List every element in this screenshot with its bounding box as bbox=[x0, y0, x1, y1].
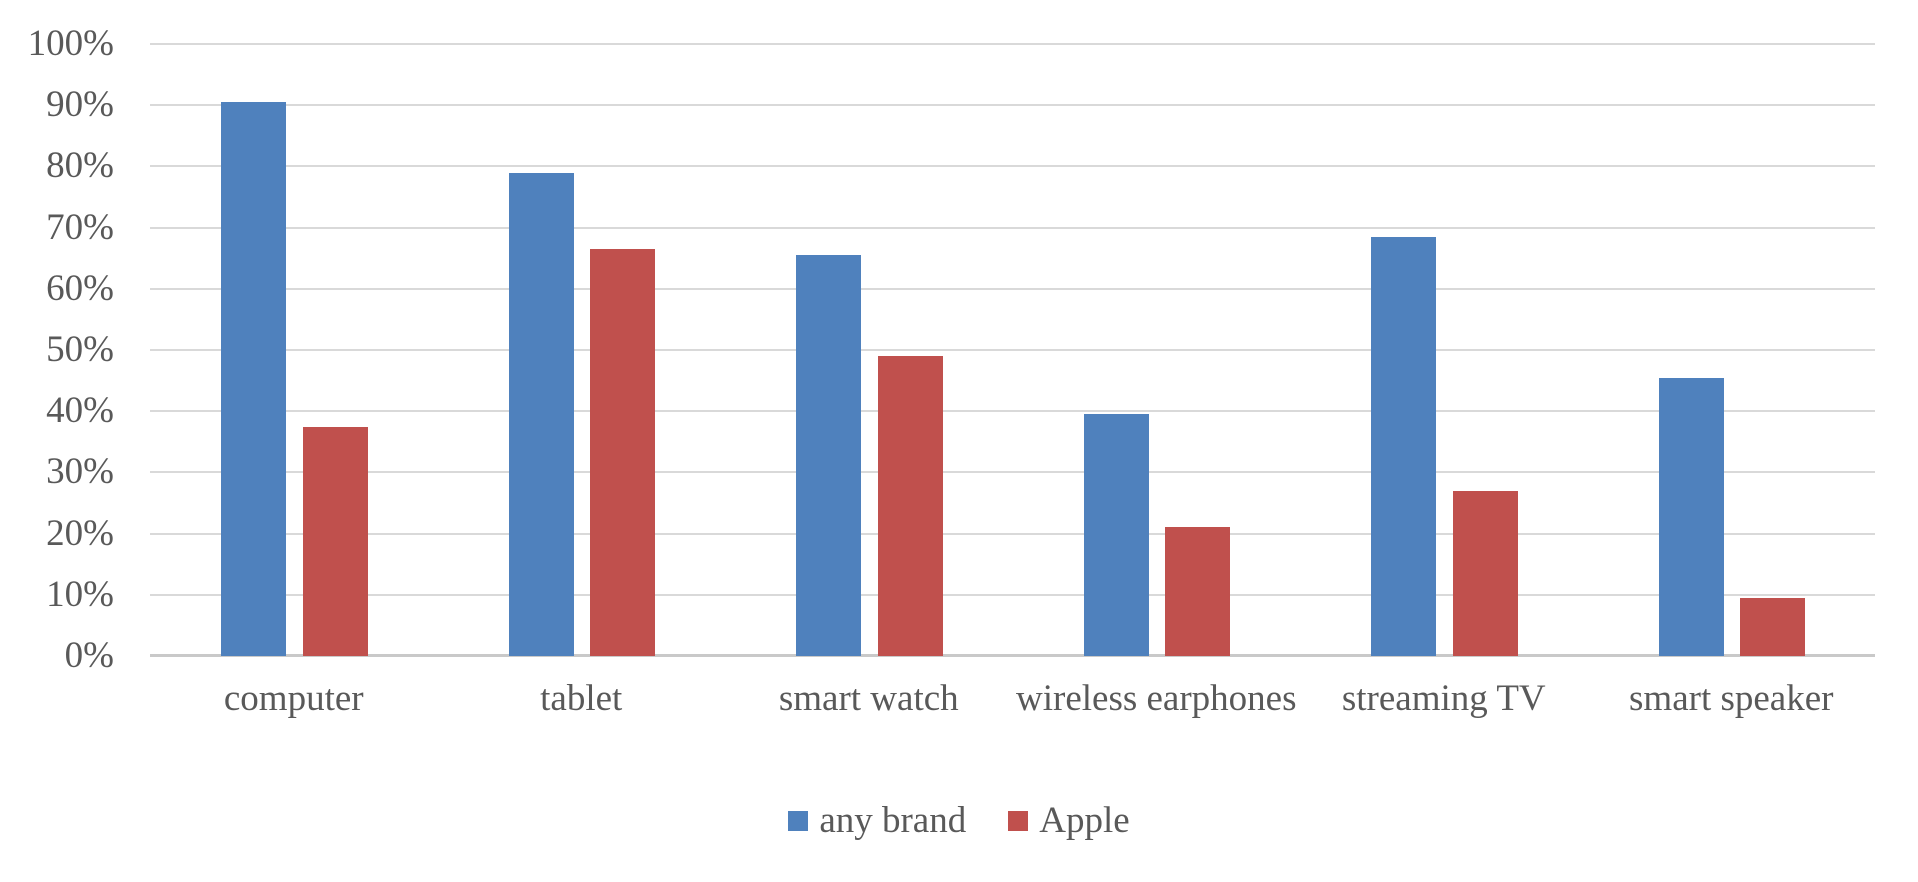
gridline-90 bbox=[150, 104, 1875, 107]
bar-any-brand-tablet bbox=[508, 172, 574, 656]
bar-apple-wireless-earphones bbox=[1165, 527, 1231, 656]
y-tick-label-50: 50% bbox=[46, 329, 114, 370]
y-tick-label-30: 30% bbox=[46, 451, 114, 493]
y-tick-label-80: 80% bbox=[46, 145, 114, 187]
bar-apple-streaming-tv bbox=[1452, 490, 1518, 656]
y-tick-label-100: 100% bbox=[27, 23, 114, 64]
bar-any-brand-streaming-tv bbox=[1371, 236, 1437, 656]
gridline-70 bbox=[150, 226, 1875, 229]
x-category-label-tablet: tablet bbox=[540, 678, 623, 719]
legend-swatch-any-brand bbox=[788, 810, 809, 831]
gridline-30 bbox=[150, 471, 1875, 474]
bar-any-brand-smart-watch bbox=[796, 255, 862, 656]
y-tick-label-40: 40% bbox=[46, 390, 114, 432]
bar-apple-computer bbox=[302, 426, 368, 656]
gridline-20 bbox=[150, 532, 1875, 535]
x-category-label-wireless-earphones: wireless earphones bbox=[1016, 678, 1297, 719]
bar-any-brand-computer bbox=[221, 102, 287, 656]
y-tick-label-70: 70% bbox=[46, 206, 114, 248]
y-tick-label-60: 60% bbox=[46, 267, 114, 309]
gridline-50 bbox=[150, 349, 1875, 351]
gridline-80 bbox=[150, 165, 1875, 168]
bar-apple-smart-watch bbox=[877, 356, 943, 656]
legend-swatch-apple bbox=[1008, 810, 1029, 831]
y-tick-label-20: 20% bbox=[46, 512, 114, 554]
legend-item-apple: Apple bbox=[1008, 799, 1130, 842]
legend: any brand Apple bbox=[0, 799, 1918, 842]
bar-apple-tablet bbox=[590, 249, 656, 656]
x-axis-line bbox=[150, 654, 1875, 657]
gridline-60 bbox=[150, 287, 1875, 290]
y-tick-label-90: 90% bbox=[46, 84, 114, 126]
x-category-label-computer: computer bbox=[223, 678, 364, 719]
bar-apple-smart-speaker bbox=[1740, 597, 1806, 656]
bar-any-brand-smart-speaker bbox=[1658, 377, 1724, 656]
gridline-40 bbox=[150, 410, 1875, 413]
x-category-label-smart-watch: smart watch bbox=[778, 678, 959, 719]
x-category-label-streaming-tv: streaming TV bbox=[1341, 678, 1546, 719]
bar-any-brand-wireless-earphones bbox=[1083, 414, 1149, 656]
x-category-label-smart-speaker: smart speaker bbox=[1629, 678, 1834, 719]
plot-area bbox=[150, 43, 1875, 657]
y-tick-label-10: 10% bbox=[46, 573, 114, 615]
gridline-10 bbox=[150, 593, 1875, 596]
legend-label-apple: Apple bbox=[1039, 800, 1130, 841]
y-tick-label-0: 0% bbox=[64, 635, 114, 676]
legend-label-any-brand: any brand bbox=[819, 800, 967, 841]
gridline-100 bbox=[150, 43, 1875, 45]
legend-item-any-brand: any brand bbox=[788, 799, 966, 842]
